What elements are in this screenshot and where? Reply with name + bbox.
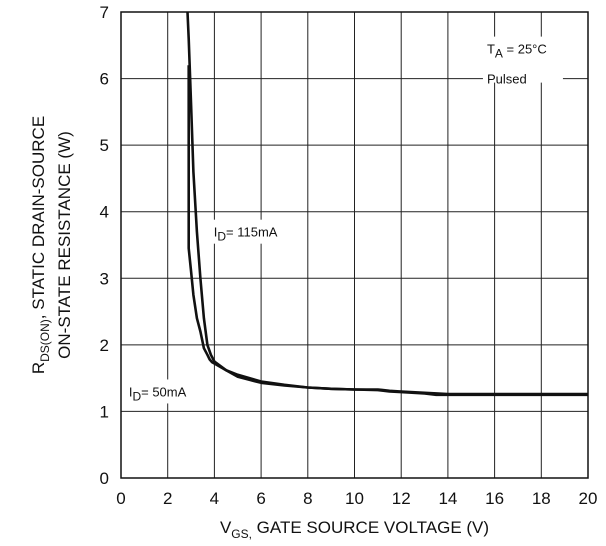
y-axis-title-line-2: ON-STATE RESISTANCE (W) (55, 131, 74, 359)
x-tick-label: 8 (303, 489, 312, 508)
y-axis-title: RDS(ON), STATIC DRAIN-SOURCE ON-STATE RE… (29, 116, 74, 374)
y-tick-label: 1 (100, 402, 109, 421)
conditions-label-background (482, 36, 563, 83)
y-tick-label: 4 (100, 203, 109, 222)
x-tick-label: 14 (438, 489, 457, 508)
x-tick-label: 16 (485, 489, 504, 508)
x-axis-title: VGS, GATE SOURCE VOLTAGE (V) (220, 518, 489, 541)
y-tick-label: 5 (100, 136, 109, 155)
x-tick-label: 6 (256, 489, 265, 508)
y-tick-label: 6 (100, 70, 109, 89)
pulsed-label: Pulsed (487, 72, 527, 87)
x-tick-label: 2 (163, 489, 172, 508)
series-layer (186, 11, 588, 397)
y-tick-label: 2 (100, 336, 109, 355)
x-tick-label: 0 (116, 489, 125, 508)
x-tick-label: 20 (579, 489, 598, 508)
series-label-115ma-background (209, 219, 298, 244)
plot-frame (120, 11, 589, 479)
y-tick-label: 7 (100, 3, 109, 22)
series-label-50ma-background (124, 379, 207, 404)
series-label-50ma: ID= 50mA (129, 384, 187, 403)
x-tick-label: 10 (345, 489, 364, 508)
ambient-temperature-label: TA = 25°C (487, 42, 547, 61)
x-tick-label: 18 (532, 489, 551, 508)
y-tick-label: 0 (100, 469, 109, 488)
x-tick-label: 12 (392, 489, 411, 508)
y-axis-title-line-1: RDS(ON), STATIC DRAIN-SOURCE (29, 116, 52, 374)
series-line-50ma (187, 65, 588, 397)
y-tick-label: 3 (100, 269, 109, 288)
x-tick-label: 4 (210, 489, 219, 508)
series-label-115ma: ID= 115mA (214, 225, 278, 244)
